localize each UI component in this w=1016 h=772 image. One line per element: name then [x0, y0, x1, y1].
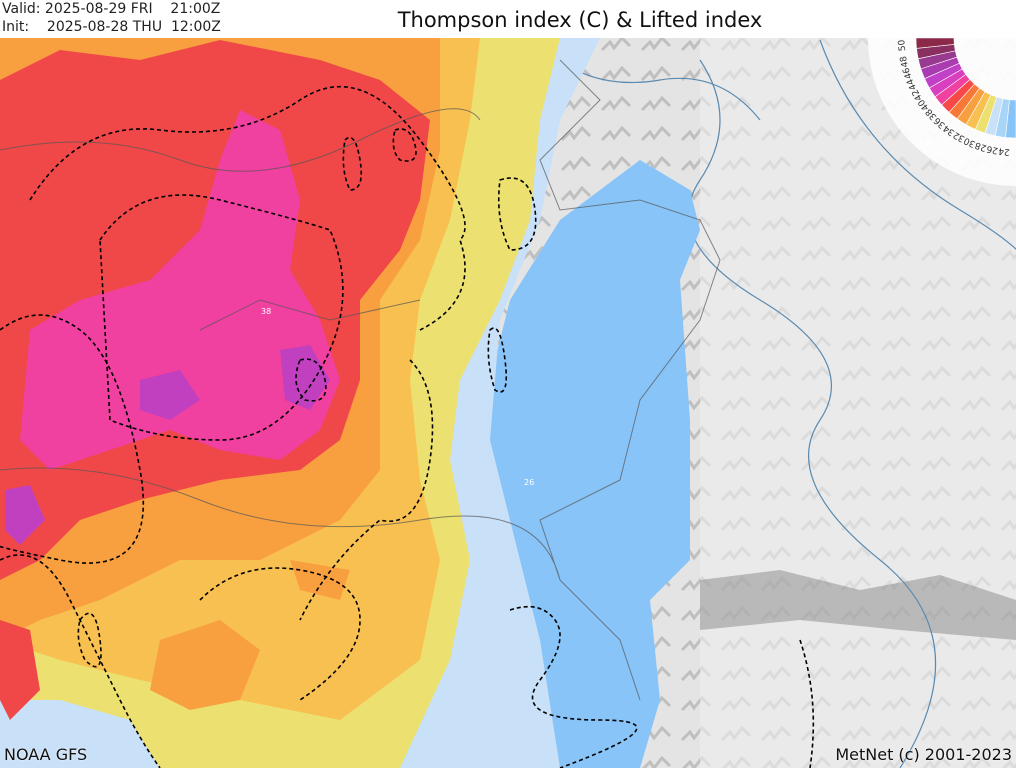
init-value: 2025-08-28 THU 12:00Z — [46, 19, 221, 35]
legend-tick-label: 44 — [905, 77, 919, 92]
contour-label-26: 26 — [524, 478, 534, 487]
valid-value: 2025-08-29 FRI 21:00Z — [44, 1, 221, 17]
init-label: Init: — [2, 19, 30, 35]
rivers — [559, 39, 1016, 769]
legend-tick-label: 28 — [974, 139, 988, 152]
data-source-label: NOAA GFS — [4, 745, 88, 764]
legend-tick-label: 30 — [962, 135, 977, 149]
valid-time: Valid: 2025-08-29 FRI 21:00Z — [2, 1, 220, 17]
field-magenta — [5, 345, 330, 545]
legend-tick-label: 50 — [897, 39, 908, 52]
country-borders — [0, 59, 721, 701]
init-time: Init: 2025-08-28 THU 12:00Z — [2, 19, 221, 35]
legend-tick-label: 46 — [901, 66, 914, 80]
weather-map[interactable]: 38 26 50 48 46 44 42 40 38 36 34 32 30 28 26 24 — [0, 37, 1016, 769]
legend-tick-label: 24 — [998, 145, 1011, 156]
legend-tick-label: 42 — [911, 87, 925, 102]
lifted-index-contours — [0, 85, 815, 769]
legend-swatch — [1005, 99, 1016, 139]
legend-tick-label: 48 — [899, 55, 911, 69]
field-orange-sw — [150, 560, 350, 710]
valid-label: Valid: — [2, 1, 41, 17]
legend-tick-label: 26 — [985, 143, 999, 155]
legend-tick-label: 32 — [952, 129, 967, 143]
legend-background — [868, 38, 1016, 186]
terrain-dark-ridges — [700, 570, 1016, 640]
contour-label-38: 38 — [261, 307, 271, 316]
map-title: Thompson index (C) & Lifted index — [397, 8, 763, 32]
copyright-label: MetNet (c) 2001-2023 — [835, 745, 1012, 764]
field-pink — [20, 110, 340, 470]
header: Valid: 2025-08-29 FRI 21:00Z Init: 2025-… — [0, 0, 1016, 38]
field-red-sw — [0, 620, 40, 720]
